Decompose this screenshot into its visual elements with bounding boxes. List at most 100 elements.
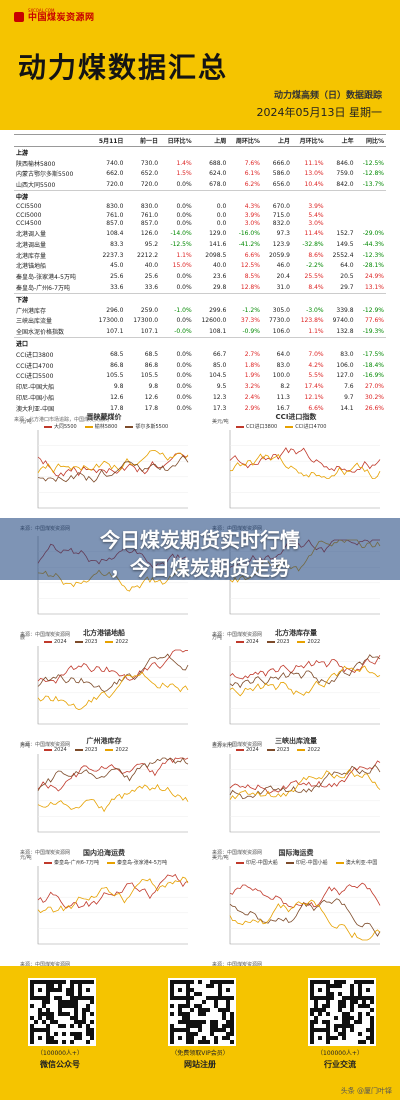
chart-unit: 万吨 (212, 635, 223, 641)
table-cell: 11.3 (276, 393, 290, 401)
table-cell: 17.8 (110, 404, 124, 412)
qr-module (30, 1004, 34, 1008)
legend-swatch (297, 749, 306, 751)
qr-module (326, 988, 330, 992)
qr-module (86, 1032, 90, 1036)
legend-item: 印尼-中国小船 (285, 859, 328, 866)
qr-module (178, 1008, 182, 1012)
qr-module (314, 1004, 318, 1008)
qr-module (198, 1020, 202, 1024)
table-row: CCI5000 761.0 761.0 0.0% 0.0 3.9% 715.0 5.4% (14, 211, 386, 220)
table-cell: 10.4% (304, 181, 324, 189)
qr-module (186, 1020, 190, 1024)
table-cell: 83.0 (340, 350, 354, 358)
qr-module (326, 1036, 330, 1040)
qr-module (86, 988, 90, 992)
legend-swatch (236, 425, 244, 428)
qr-module (50, 1040, 54, 1044)
qr-module (42, 1000, 46, 1004)
table-cell: 68.5 (110, 350, 124, 358)
qr-module (206, 1008, 210, 1012)
qr-module (74, 1016, 78, 1020)
table-cell: 1.5% (176, 170, 192, 178)
table-header-cell: 上周 (193, 134, 229, 147)
qr-module (186, 1016, 190, 1020)
table-cell: 17300.0 (98, 317, 124, 325)
legend-item: 2023 (266, 747, 289, 753)
table-cell: 15.0% (172, 262, 192, 270)
table-cell: 0.0% (176, 202, 192, 210)
chart-title: 三峡出库流量 (275, 737, 317, 745)
qr-module (46, 984, 50, 988)
qr-module (86, 996, 90, 1000)
chart-title: CCI进口指数 (275, 413, 317, 421)
legend-swatch (84, 425, 93, 428)
qr-module (338, 984, 342, 988)
legend-item: 印尼-中国大船 (236, 859, 278, 866)
table-cell: 830.0 (106, 202, 124, 210)
qr-module (186, 992, 190, 996)
qr-module (70, 996, 74, 1000)
qr-module (218, 984, 222, 988)
qr-module (338, 1032, 342, 1036)
qr-module (370, 980, 374, 984)
table-cell: 127.0 (336, 372, 354, 380)
qr-module (338, 1008, 342, 1012)
qr-module (90, 1020, 94, 1024)
qr-module (198, 1012, 202, 1016)
chart-series-line (37, 757, 189, 792)
qr-module (326, 1020, 330, 1024)
table-cell: 30.2% (364, 393, 384, 401)
table-cell: 586.0 (272, 170, 290, 178)
qr-module (70, 984, 74, 988)
qr-module (350, 1024, 354, 1028)
qr-module (182, 1028, 186, 1032)
qr-caption-label: 微信公众号 (40, 1060, 80, 1069)
legend-item: 2022 (105, 639, 128, 645)
table-cell: 666.0 (272, 159, 290, 167)
qr-module (358, 1004, 362, 1008)
qr-code-community[interactable] (308, 978, 376, 1046)
qr-module (346, 996, 350, 1000)
table-row: 广州港库存 296.0 259.0 -1.0% 299.6 -1.2% 305.0 -3.0%… (14, 305, 386, 316)
qr-module (342, 1020, 346, 1024)
qr-module (214, 980, 218, 984)
qr-module (322, 980, 326, 984)
legend-label: 2024 (54, 747, 67, 753)
qr-module (350, 1028, 354, 1032)
chart-plot (37, 430, 189, 509)
qr-module (62, 1000, 66, 1004)
qr-module (218, 996, 222, 1000)
table-cell: 720.0 (140, 181, 159, 189)
legend-swatch (44, 861, 52, 864)
chart-series-line (229, 882, 381, 909)
qr-module (30, 1016, 34, 1020)
qr-module (366, 980, 370, 984)
table-row: CCI5500 830.0 830.0 0.0% 0.0 4.3% 670.0 3.9% (14, 202, 386, 211)
legend-item: 2024 (44, 747, 67, 753)
legend-swatch (266, 641, 275, 643)
qr-module (346, 1024, 350, 1028)
qr-module (42, 980, 46, 984)
table-cell: 132.8 (336, 328, 354, 336)
qr-module (318, 1008, 322, 1012)
qr-module (346, 1020, 350, 1024)
qr-module (58, 980, 62, 984)
table-cell: 1.8% (244, 361, 260, 369)
table-cell: 0.0% (176, 284, 192, 292)
qr-module (78, 988, 82, 992)
qr-module (46, 1016, 50, 1020)
qr-module (38, 988, 42, 992)
qr-module (318, 1028, 322, 1032)
legend-swatch (236, 861, 244, 864)
chart-series-line (37, 873, 189, 909)
qr-module (186, 988, 190, 992)
table-cell: 6.2% (244, 181, 260, 189)
table-cell: 107.1 (140, 328, 159, 336)
legend-swatch (44, 749, 52, 751)
table-cell: 6.6% (308, 404, 324, 412)
qr-code-wechat[interactable] (28, 978, 96, 1046)
table-row: 陕西榆林5800 740.0 730.0 1.4% 688.0 7.6% 666.0 11.1… (14, 158, 386, 169)
qr-code-register[interactable] (168, 978, 236, 1046)
